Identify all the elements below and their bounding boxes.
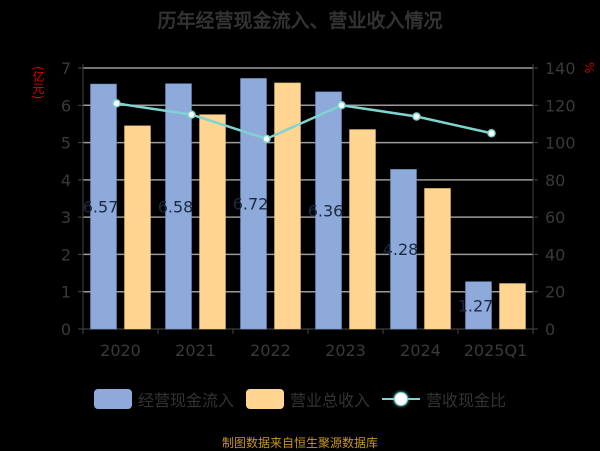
svg-text:5: 5	[61, 134, 71, 153]
svg-text:20: 20	[545, 283, 565, 302]
svg-text:6.36: 6.36	[308, 201, 344, 220]
svg-text:2020: 2020	[100, 341, 141, 360]
svg-text:4.28: 4.28	[383, 240, 419, 259]
svg-text:80: 80	[545, 171, 565, 190]
bar-labels: 6.57 6.58 6.72 6.36 4.28 1.27	[83, 195, 494, 316]
legend-label: 经营现金流入	[137, 391, 234, 410]
svg-text:6.72: 6.72	[233, 195, 269, 214]
svg-text:4: 4	[61, 171, 71, 190]
svg-text:2022: 2022	[250, 341, 291, 360]
svg-text:2024: 2024	[400, 341, 441, 360]
line-marker-icon	[382, 389, 420, 409]
svg-text:6.58: 6.58	[158, 197, 194, 216]
legend-item-cash-inflow[interactable]: 经营现金流入	[93, 387, 234, 411]
svg-text:2023: 2023	[325, 341, 366, 360]
legend-item-revenue[interactable]: 营业总收入	[245, 387, 370, 411]
svg-text:6.57: 6.57	[83, 198, 119, 217]
svg-text:0: 0	[545, 320, 555, 339]
revenue-swatch-icon	[245, 389, 284, 409]
ratio-line	[112, 99, 496, 144]
svg-text:100: 100	[545, 134, 576, 153]
svg-text:6: 6	[61, 96, 71, 115]
legend-label: 营收现金比	[426, 391, 507, 410]
svg-text:60: 60	[545, 208, 565, 227]
svg-text:1.27: 1.27	[458, 296, 494, 315]
svg-text:3: 3	[61, 208, 71, 227]
legend-label: 营业总收入	[289, 391, 370, 410]
svg-text:1: 1	[61, 283, 71, 302]
svg-text:0: 0	[61, 320, 71, 339]
legend: 经营现金流入 营业总收入 营收现金比	[0, 387, 600, 411]
svg-text:2025Q1: 2025Q1	[464, 341, 528, 360]
svg-text:7: 7	[61, 59, 71, 78]
cash-inflow-swatch-icon	[93, 389, 132, 409]
bars	[90, 78, 526, 330]
svg-text:40: 40	[545, 245, 565, 264]
left-axis-unit: (亿元)	[31, 66, 45, 100]
data-source-note: 制图数据来自恒生聚源数据库	[221, 436, 378, 450]
svg-text:2: 2	[61, 245, 71, 264]
chart-title: 历年经营现金流入、营业收入情况	[157, 10, 443, 32]
svg-text:2021: 2021	[175, 341, 216, 360]
right-axis-unit: %	[582, 62, 596, 74]
legend-item-ratio[interactable]: 营收现金比	[382, 387, 506, 411]
svg-text:140: 140	[545, 59, 576, 78]
svg-text:120: 120	[545, 96, 576, 115]
